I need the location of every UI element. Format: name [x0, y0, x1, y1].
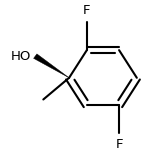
Text: HO: HO — [11, 50, 31, 63]
Text: F: F — [115, 138, 123, 151]
Text: F: F — [83, 4, 91, 17]
Polygon shape — [34, 54, 69, 78]
